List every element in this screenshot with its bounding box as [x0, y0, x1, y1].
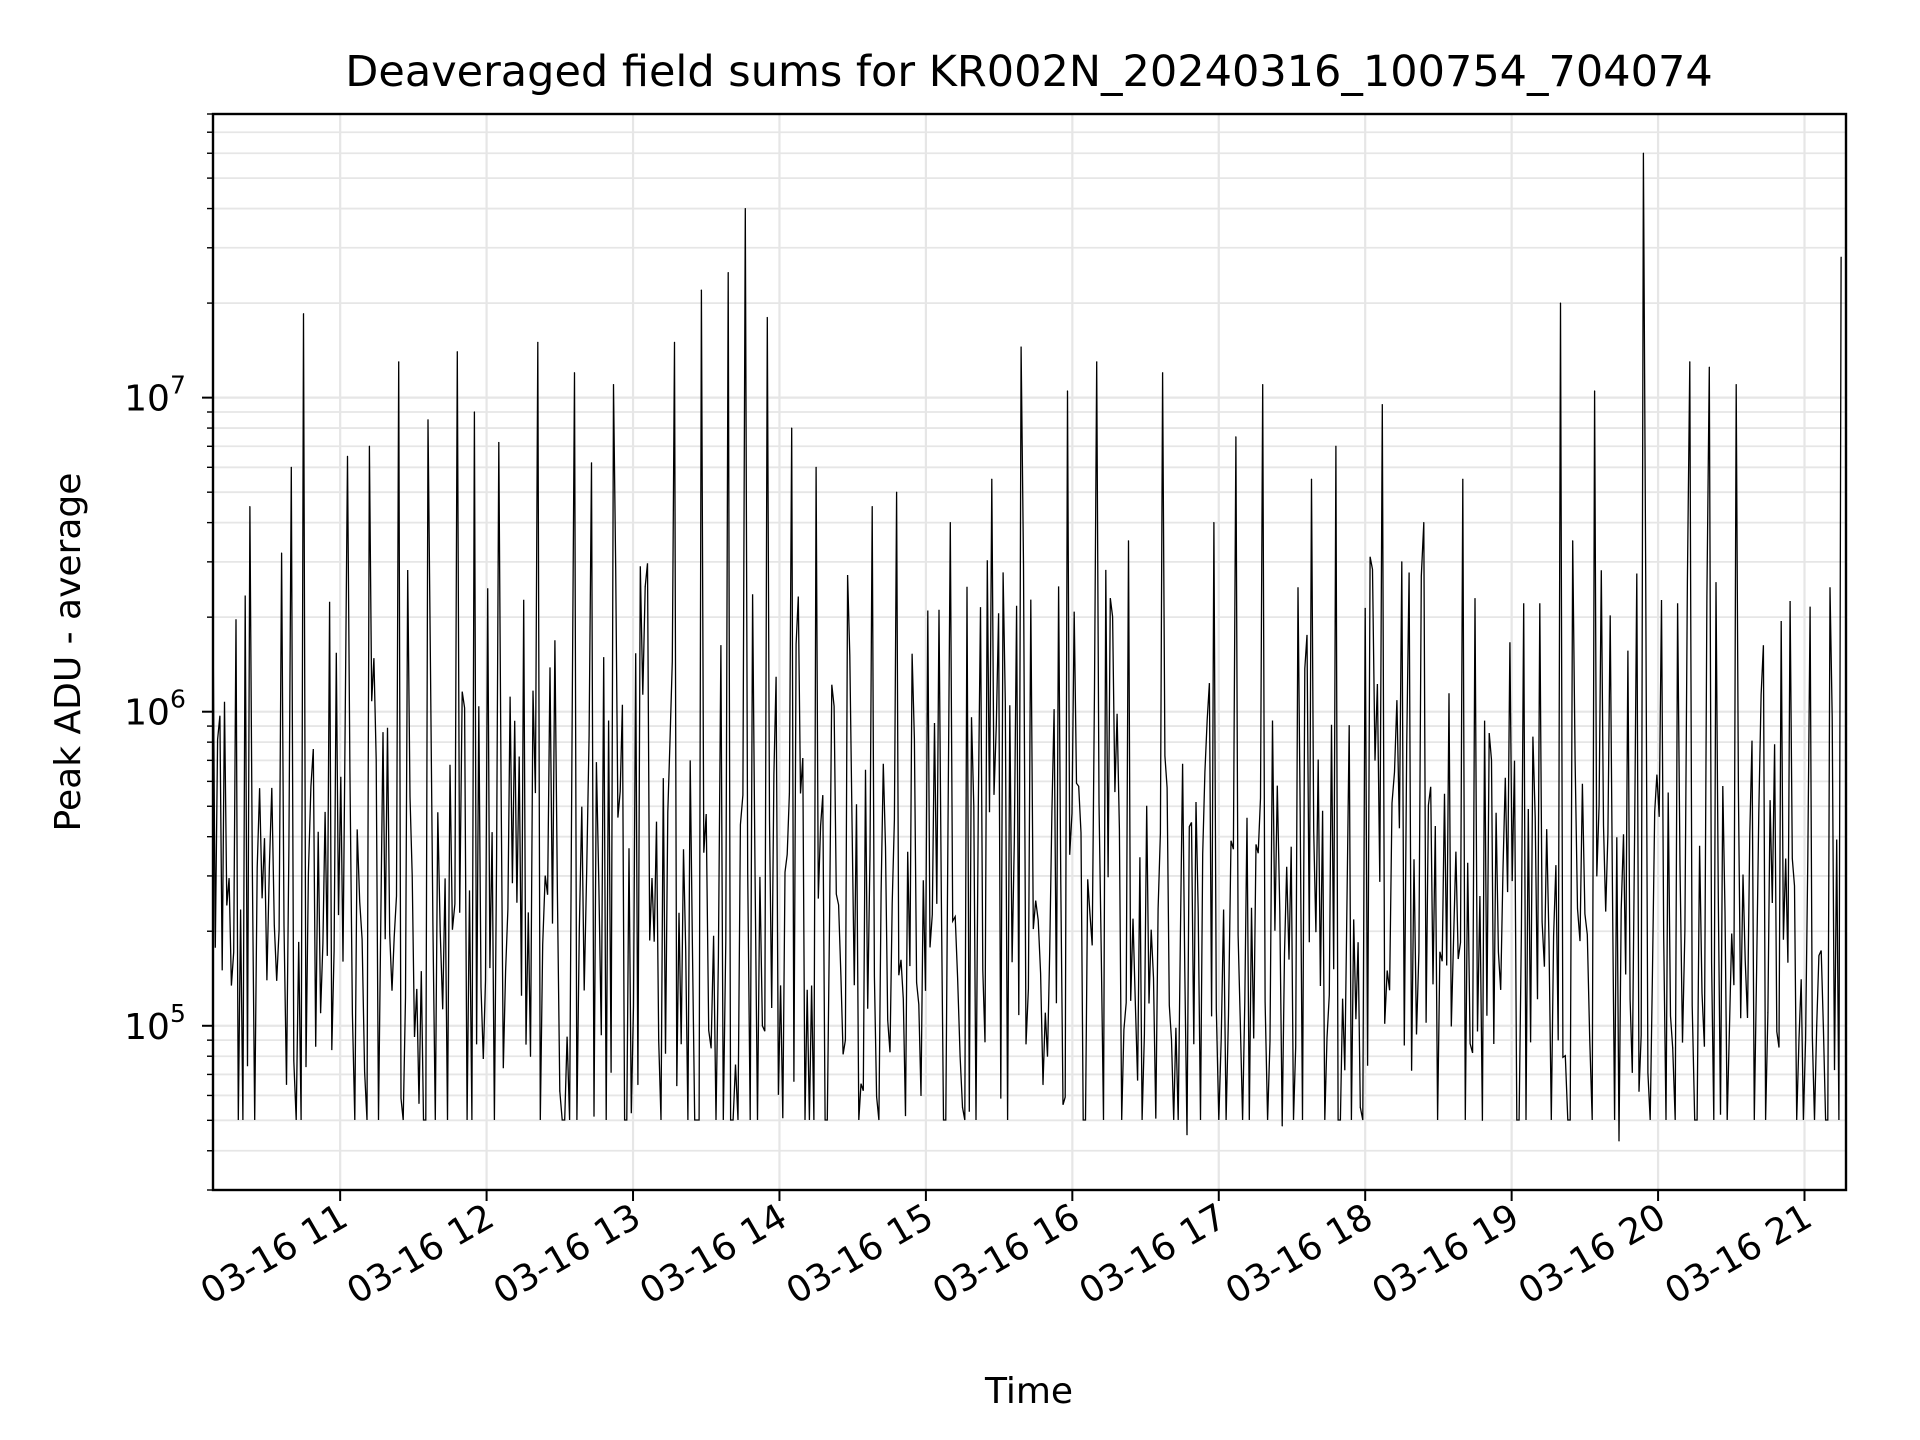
data-point — [290, 466, 292, 468]
data-point — [1359, 1106, 1361, 1108]
y-tick-label: 107 — [124, 371, 186, 420]
data-point — [673, 341, 676, 343]
data-point — [791, 427, 793, 429]
data-point — [1735, 384, 1737, 386]
data-point — [1423, 522, 1425, 524]
data-point — [368, 445, 371, 447]
data-point — [1481, 1119, 1483, 1121]
plot-frame — [211, 112, 1848, 1192]
data-point — [761, 1025, 763, 1027]
y-tick-base: 10 — [124, 1007, 170, 1048]
data-point — [1335, 445, 1337, 447]
data-point — [1281, 1125, 1283, 1127]
y-tick-exponent: 6 — [170, 685, 186, 714]
data-point — [439, 930, 441, 932]
y-tick-exponent: 5 — [170, 999, 186, 1028]
data-point — [1186, 1134, 1188, 1136]
data-point — [961, 1106, 964, 1108]
data-point — [1310, 478, 1313, 480]
data-point — [1708, 366, 1710, 368]
data-point — [266, 979, 268, 981]
data-point — [1594, 390, 1596, 392]
data-point — [1162, 372, 1164, 374]
data-point — [920, 1094, 922, 1097]
data-point — [1213, 522, 1215, 524]
data-point — [1767, 1012, 1769, 1014]
data-point — [991, 478, 993, 480]
data-point — [398, 361, 400, 363]
data-point — [766, 316, 768, 319]
data-point — [473, 411, 475, 413]
data-point — [559, 1090, 561, 1092]
data-point — [1042, 1083, 1044, 1086]
data-point — [1689, 361, 1691, 363]
series-line-0 — [212, 153, 1842, 1141]
data-point — [727, 272, 729, 274]
data-point — [1096, 361, 1098, 363]
data-point — [844, 1039, 846, 1041]
series-area — [212, 152, 1842, 1142]
data-point — [456, 351, 458, 353]
data-point — [710, 1047, 712, 1049]
y-tick-base: 10 — [124, 693, 170, 734]
data-point — [1816, 1025, 1818, 1027]
y-tick-label: 105 — [124, 999, 186, 1048]
data-point — [1020, 346, 1022, 348]
data-point — [1672, 1047, 1674, 1049]
data-point — [644, 586, 646, 588]
data-point — [320, 1012, 322, 1014]
data-point — [700, 289, 702, 291]
data-point — [590, 462, 593, 464]
data-point — [346, 455, 349, 457]
data-point — [498, 441, 500, 444]
y-tick-base: 10 — [124, 379, 170, 420]
data-point — [1401, 561, 1403, 563]
data-point — [573, 372, 576, 374]
data-point — [529, 1055, 532, 1057]
data-point — [1262, 384, 1264, 386]
data-point — [744, 207, 746, 210]
data-point — [1462, 478, 1464, 480]
data-point — [1520, 930, 1523, 932]
data-point — [1235, 436, 1237, 438]
data-point — [815, 466, 817, 468]
data-point — [302, 313, 305, 315]
data-point — [427, 419, 429, 421]
data-point — [1618, 1140, 1620, 1142]
data-point — [896, 491, 898, 493]
data-point — [249, 505, 251, 508]
data-point — [1381, 404, 1383, 406]
data-point — [1559, 302, 1562, 304]
chart-title: Deaveraged field sums for KR002N_2024031… — [345, 47, 1712, 97]
x-axis-label: Time — [984, 1371, 1073, 1412]
data-point — [871, 505, 873, 508]
data-point — [280, 552, 283, 554]
data-point — [1066, 390, 1069, 392]
data-point — [949, 522, 951, 524]
data-point — [612, 384, 615, 386]
y-tick-label: 106 — [124, 685, 186, 734]
y-axis-label: Peak ADU - average — [48, 473, 89, 832]
data-point — [1127, 540, 1130, 542]
data-point — [1840, 256, 1842, 258]
data-point — [1642, 152, 1645, 154]
y-tick-exponent: 7 — [170, 371, 186, 400]
data-point — [537, 341, 539, 343]
data-point — [1572, 540, 1574, 542]
data-point — [637, 1083, 639, 1086]
